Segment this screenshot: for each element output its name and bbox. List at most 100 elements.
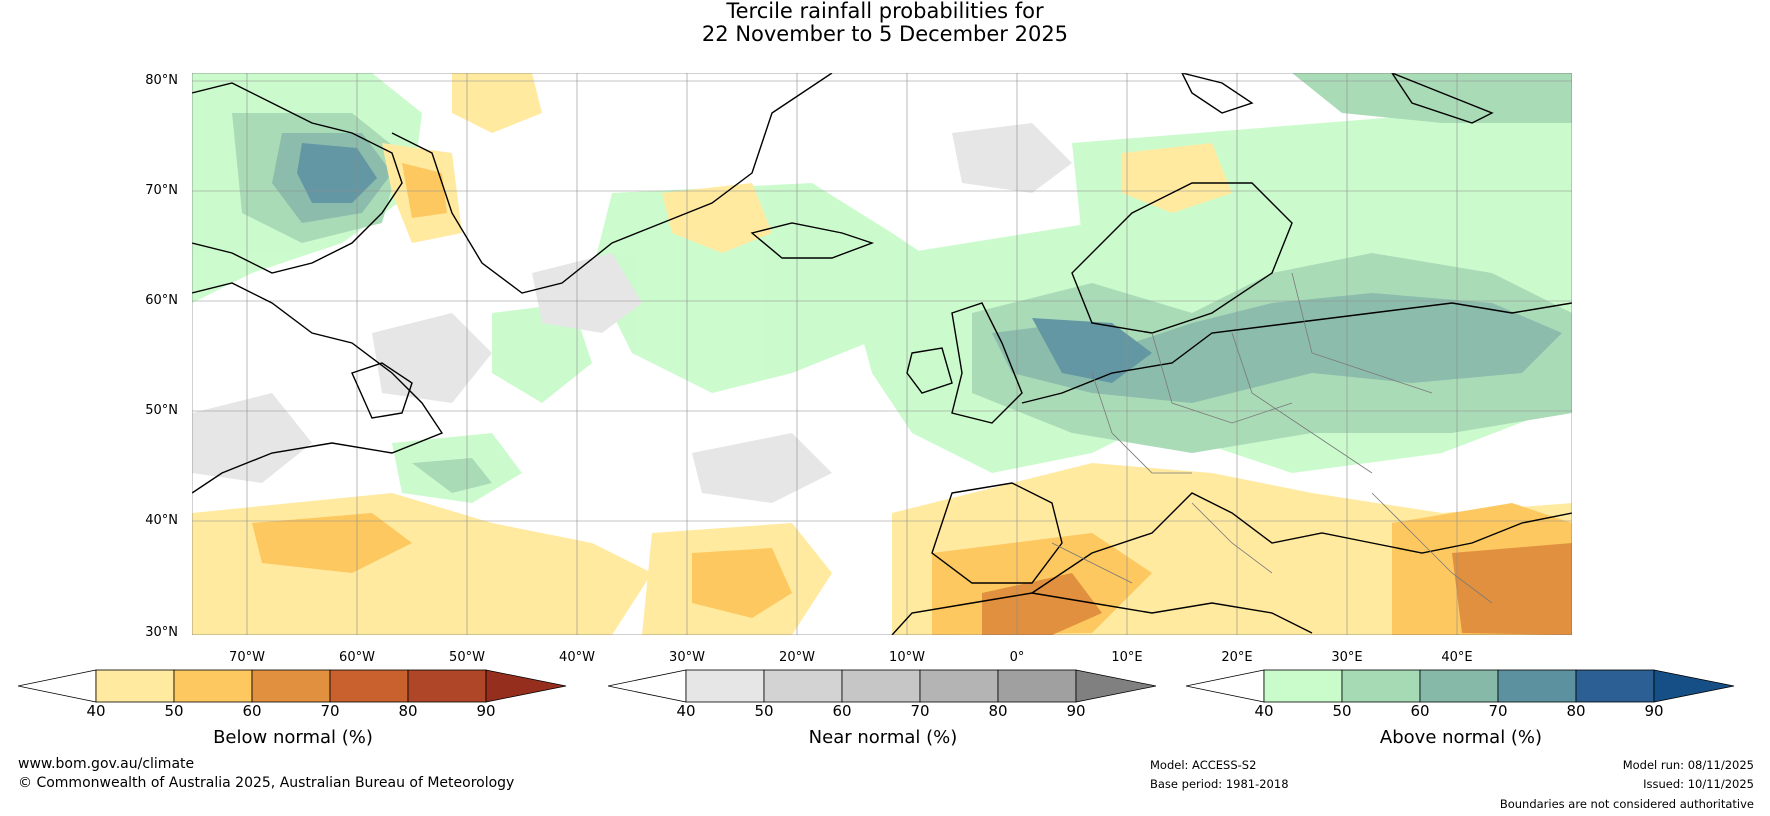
colorbar-segment	[1575, 669, 1655, 703]
coastline-baffin	[192, 82, 403, 274]
lon-label-30e: 30°E	[1331, 650, 1363, 665]
legend-tick: 50	[164, 702, 184, 720]
legend-below-normal	[17, 668, 568, 768]
legend-caption-below: Below normal (%)	[213, 727, 373, 748]
colorbar-segment	[685, 669, 765, 703]
legend-tick: 40	[1254, 702, 1274, 720]
near-normal-region	[192, 393, 312, 483]
legend-tick: 60	[1410, 702, 1430, 720]
coastline-africa	[891, 592, 1313, 635]
lat-lon-grid	[192, 73, 1572, 635]
country-borders	[1051, 272, 1493, 604]
coastline-svalbard	[1181, 73, 1254, 114]
coastline-mediterranean	[1031, 492, 1572, 594]
below-normal-region	[982, 573, 1102, 635]
lon-label-20w: 20°W	[779, 650, 815, 665]
legend-tick: 90	[1644, 702, 1664, 720]
coastline-europe	[1021, 302, 1572, 404]
coastline-britain	[951, 302, 1023, 424]
colorbar-segment	[841, 669, 921, 703]
colorbar-segment	[1341, 669, 1421, 703]
legend-tick: 50	[1332, 702, 1352, 720]
colorbar-segment	[251, 669, 331, 703]
lat-label-30n: 30°N	[145, 625, 178, 640]
legend-tick: 40	[676, 702, 696, 720]
lat-label-70n: 70°N	[145, 183, 178, 198]
legend-tick: 60	[242, 702, 262, 720]
legend-tick: 80	[398, 702, 418, 720]
title-line-2: 22 November to 5 December 2025	[701, 22, 1069, 46]
coastline-iberia	[931, 482, 1063, 584]
colorbar-segment	[407, 669, 487, 703]
near-normal-region	[372, 313, 492, 403]
coastline-scandinavia	[1071, 182, 1293, 334]
legend-tick: 70	[320, 702, 340, 720]
near-normal-region	[532, 253, 642, 333]
colorbar-segment	[485, 669, 567, 703]
map-title: Tercile rainfall probabilities for 22 No…	[0, 0, 1770, 46]
legend-tick: 90	[476, 702, 496, 720]
coastlines	[192, 73, 1572, 635]
lat-label-40n: 40°N	[145, 513, 178, 528]
coastline-labrador	[192, 282, 444, 494]
legend-tick: 70	[910, 702, 930, 720]
lon-label-60w: 60°W	[339, 650, 375, 665]
lon-label-70w: 70°W	[229, 650, 265, 665]
model-run: Model run: 08/11/2025	[1622, 758, 1754, 772]
legend-tick: 50	[754, 702, 774, 720]
lon-label-10w: 10°W	[889, 650, 925, 665]
legend-caption-above: Above normal (%)	[1379, 727, 1543, 748]
title-line-1: Tercile rainfall probabilities for	[726, 0, 1044, 23]
colorbar-segment	[1653, 669, 1735, 703]
below-normal-region	[402, 163, 447, 218]
base-period: Base period: 1981-2018	[1150, 777, 1289, 791]
above-normal-region	[992, 293, 1562, 403]
colorbar-segment	[1263, 669, 1343, 703]
legend-above-normal	[1185, 668, 1736, 768]
below-normal-region	[452, 73, 542, 133]
legend-tick: 80	[1566, 702, 1586, 720]
colorbar-segment	[1185, 669, 1265, 703]
above-normal-region	[1292, 73, 1572, 123]
lon-label-30w: 30°W	[669, 650, 705, 665]
below-normal-region	[1122, 143, 1232, 213]
colorbar-segment	[173, 669, 253, 703]
lon-label-10e: 10°E	[1111, 650, 1143, 665]
colorbar-segment	[1419, 669, 1499, 703]
colorbar-below-normal	[17, 669, 567, 703]
near-normal-region	[952, 123, 1072, 193]
colorbar-segment	[1075, 669, 1157, 703]
issued-date: Issued: 10/11/2025	[1643, 777, 1754, 791]
legend-near-normal	[607, 668, 1158, 768]
coastline-iceland	[750, 222, 875, 259]
coastline-greenland	[391, 73, 833, 294]
lon-label-50w: 50°W	[449, 650, 485, 665]
lat-label-80n: 80°N	[145, 73, 178, 88]
coastline-newfoundland	[351, 362, 413, 419]
copyright-text: © Commonwealth of Australia 2025, Austra…	[18, 775, 515, 791]
disclaimer: Boundaries are not considered authoritat…	[1499, 797, 1754, 811]
colorbar-segment	[763, 669, 843, 703]
colorbar-segment	[95, 669, 175, 703]
above-normal-region	[412, 458, 492, 493]
colorbar-segment	[607, 669, 687, 703]
legend-caption-near: Near normal (%)	[808, 727, 958, 748]
website-link[interactable]: www.bom.gov.au/climate	[18, 756, 195, 772]
above-normal-region	[492, 303, 592, 403]
above-normal-region	[1032, 318, 1152, 383]
lon-label-40e: 40°E	[1441, 650, 1473, 665]
colorbar-segment	[997, 669, 1077, 703]
colorbar-segment	[919, 669, 999, 703]
legend-tick: 70	[1488, 702, 1508, 720]
legend-tick: 60	[832, 702, 852, 720]
below-normal-region	[252, 513, 412, 573]
lon-label-0: 0°	[1009, 650, 1025, 665]
lat-label-50n: 50°N	[145, 403, 178, 418]
colorbar-segment	[329, 669, 409, 703]
below-normal-shading	[192, 73, 1572, 635]
colorbar-near-normal	[607, 669, 1157, 703]
below-normal-region	[692, 548, 792, 618]
below-normal-region	[662, 183, 772, 253]
lon-label-40w: 40°W	[559, 650, 595, 665]
lat-label-60n: 60°N	[145, 293, 178, 308]
